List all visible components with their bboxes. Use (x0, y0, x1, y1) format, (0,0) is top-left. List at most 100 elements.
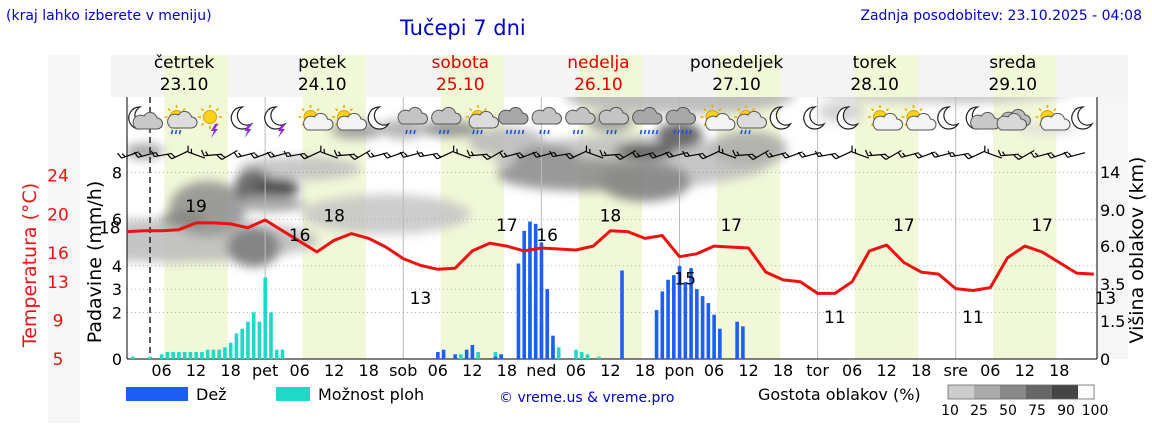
temperature-label: 17 (496, 216, 518, 236)
x-tick-label: 06 (566, 361, 586, 380)
x-tick-label: 18 (635, 361, 655, 380)
rain-bar (441, 349, 446, 359)
x-tick-label: 18 (220, 361, 240, 380)
daylight-band (855, 97, 919, 359)
wind-barb (283, 150, 305, 158)
shower-swatch (276, 387, 310, 401)
x-tick-label: 06 (151, 361, 171, 380)
temp-tick: 9 (53, 311, 64, 331)
wind-barb (864, 149, 887, 157)
rain-bar (493, 356, 498, 359)
rain-bar (516, 263, 521, 359)
shower-bar (476, 352, 480, 359)
cloud-density-label: 25 (970, 403, 988, 419)
cloud-density-swatch (948, 385, 974, 399)
wind-barb (452, 145, 471, 159)
x-tick-label: 06 (980, 361, 1000, 380)
moon-icon (803, 106, 826, 130)
shower-bar (274, 349, 279, 359)
wind-barb (698, 150, 720, 160)
rain-bar (620, 270, 624, 359)
wind-barb (599, 149, 621, 157)
day-date: 27.10 (712, 75, 761, 95)
day-name: sreda (989, 53, 1036, 73)
wind-barb (681, 150, 704, 158)
temperature-label: 17 (720, 216, 742, 236)
x-tick-label: 18 (1049, 361, 1069, 380)
day-date: 26.10 (574, 75, 623, 95)
shower-bar (223, 347, 227, 359)
temperature-label: 11 (824, 308, 846, 328)
rain-bar (712, 314, 716, 359)
moon-storm-icon (230, 106, 254, 138)
cloud-rain-icon (531, 106, 562, 135)
day-name: četrtek (154, 53, 215, 73)
wind-barb (416, 150, 438, 158)
daylight-band-header (578, 55, 643, 97)
shower-bar (165, 352, 170, 359)
cloud-rain-icon (431, 106, 462, 135)
shower-bar (188, 352, 193, 359)
temp-tick: 24 (47, 167, 69, 187)
location-hint: (kraj lahko izberete v meniju) (6, 8, 212, 24)
daylight-band-header (164, 55, 228, 97)
x-tick-label: 12 (876, 361, 896, 380)
cloud-density-swatch (1052, 385, 1078, 399)
rain-bar (660, 291, 665, 359)
wind-barb (349, 149, 371, 161)
cloud-density-blob (942, 97, 1004, 101)
rain-bar (672, 275, 676, 359)
cloud-heavy-rain-icon (498, 106, 529, 135)
temperature-label: 13 (1095, 289, 1117, 309)
sun-cloud-icon (298, 105, 334, 131)
x-tick-label: 06 (842, 361, 862, 380)
cloud-axis-label: Višina oblakov (km) (1126, 157, 1148, 344)
sun-cloud-icon (901, 105, 937, 131)
temperature-label: 15 (674, 270, 696, 290)
rain-legend-label: Dež (196, 385, 227, 404)
rain-bar (741, 326, 745, 359)
daylight-band-header (440, 55, 504, 97)
moon-icon (769, 106, 793, 130)
wind-barb (997, 149, 1019, 157)
cloud-density-blob (598, 161, 691, 202)
shower-bar (269, 312, 273, 359)
wind-barb (1030, 151, 1052, 158)
wind-barb (233, 151, 256, 158)
shower-bar (194, 352, 198, 359)
rain-bar (683, 282, 688, 359)
rain-bar (735, 321, 739, 359)
wind-barb (830, 150, 853, 160)
x-tick-label: 12 (1015, 361, 1035, 380)
sun-cloud-icon (1035, 105, 1071, 131)
cloud-density-label: 50 (999, 403, 1017, 419)
wind-barb (482, 149, 504, 161)
shower-bar (171, 352, 175, 359)
sun-cloud-icon (868, 105, 903, 131)
daylight-band-header (855, 55, 919, 97)
day-name: sobota (432, 53, 490, 73)
temperature-label: 11 (962, 308, 984, 328)
wind-barb (333, 149, 355, 157)
cloud-density-blob (226, 226, 281, 267)
rain-bar (677, 265, 682, 359)
rain-bar (539, 242, 544, 359)
sun-cloud-icon (332, 105, 367, 131)
temperature-label: 13 (410, 289, 432, 309)
temperature-label: 16 (289, 226, 311, 246)
day-date: 25.10 (436, 75, 485, 95)
rain-bar (666, 279, 670, 359)
wind-barb (1063, 151, 1086, 158)
sun-storm-icon (198, 105, 222, 138)
wind-barb (747, 149, 769, 161)
sun-rain-icon (164, 105, 198, 135)
moon-storm-icon (264, 106, 287, 138)
x-tick-label: 18 (911, 361, 931, 380)
x-tick-label: 18 (773, 361, 793, 380)
right-margin (1097, 97, 1128, 359)
x-tick-label: 06 (704, 361, 724, 380)
temperature-label: 18 (600, 207, 622, 227)
wind-barb (984, 145, 1002, 159)
cloud-density-blob (236, 195, 306, 212)
cloud-density-label: 100 (1082, 403, 1109, 419)
